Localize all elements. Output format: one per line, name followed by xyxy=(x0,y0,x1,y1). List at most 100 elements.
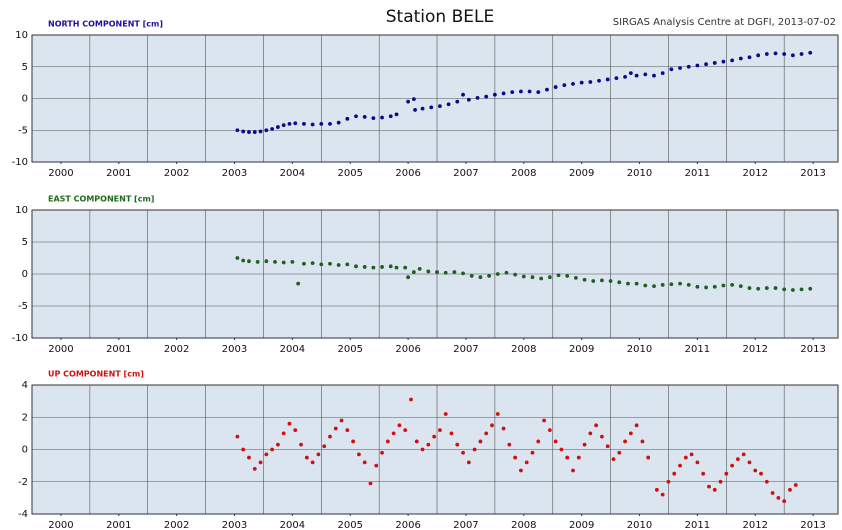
data-point xyxy=(281,431,286,436)
y-tick-label: -5 xyxy=(18,125,28,136)
data-point xyxy=(712,284,717,289)
data-point xyxy=(281,260,286,265)
data-point xyxy=(310,261,315,266)
data-point xyxy=(411,97,416,102)
data-point xyxy=(643,72,648,77)
data-point xyxy=(660,282,665,287)
x-tick-label: 2011 xyxy=(685,344,710,355)
data-point xyxy=(247,130,251,135)
data-point xyxy=(504,270,509,275)
data-point xyxy=(409,397,413,402)
data-point xyxy=(666,479,671,484)
data-point xyxy=(328,122,332,126)
data-point xyxy=(634,281,639,286)
data-point xyxy=(701,471,706,476)
data-point xyxy=(626,281,630,286)
y-tick-label: -10 xyxy=(12,157,28,168)
data-point xyxy=(432,434,437,439)
data-point xyxy=(718,479,723,484)
x-tick-label: 2011 xyxy=(685,168,710,179)
data-point xyxy=(704,285,708,290)
x-tick-label: 2009 xyxy=(569,168,594,179)
data-point xyxy=(808,50,813,55)
panel-title: NORTH COMPONENT [cm] xyxy=(48,20,163,29)
data-point xyxy=(371,116,376,121)
data-point xyxy=(388,114,393,119)
data-point xyxy=(582,442,587,447)
x-tick-label: 2004 xyxy=(280,344,305,355)
data-point xyxy=(466,460,471,465)
y-tick-label: 5 xyxy=(22,237,28,248)
data-point xyxy=(351,439,356,444)
data-point xyxy=(241,129,246,134)
data-point xyxy=(594,423,599,428)
data-point xyxy=(553,85,558,89)
data-point xyxy=(736,457,740,462)
x-tick-label: 2008 xyxy=(511,520,536,530)
data-point xyxy=(235,128,240,133)
data-point xyxy=(576,455,581,460)
y-tick-label: 10 xyxy=(15,205,28,216)
data-point xyxy=(319,122,324,126)
data-point xyxy=(478,275,483,280)
x-tick-label: 2012 xyxy=(743,344,768,355)
data-point xyxy=(357,452,361,457)
data-point xyxy=(686,64,691,69)
x-tick-label: 2001 xyxy=(106,520,131,530)
data-point xyxy=(443,412,448,416)
data-point xyxy=(695,284,700,289)
data-point xyxy=(276,125,280,129)
data-point xyxy=(747,460,752,465)
data-point xyxy=(270,447,275,452)
data-point xyxy=(469,274,474,278)
data-point xyxy=(747,286,752,290)
data-point xyxy=(623,439,627,444)
data-point xyxy=(345,428,350,433)
y-tick-label: 2 xyxy=(22,412,28,423)
data-point xyxy=(449,431,454,436)
data-point xyxy=(374,463,379,468)
data-point xyxy=(793,483,798,487)
x-tick-label: 2005 xyxy=(338,344,363,355)
x-tick-label: 2002 xyxy=(164,344,189,355)
data-point xyxy=(281,123,286,128)
data-point xyxy=(380,450,384,455)
data-point xyxy=(403,265,408,270)
data-point xyxy=(255,259,260,264)
panel-title: EAST COMPONENT [cm] xyxy=(48,195,154,204)
x-tick-label: 2012 xyxy=(743,168,768,179)
x-tick-label: 2002 xyxy=(164,520,189,530)
data-point xyxy=(466,97,471,102)
data-point xyxy=(417,266,422,271)
data-point xyxy=(247,259,251,264)
data-point xyxy=(721,283,726,288)
data-point xyxy=(782,287,787,292)
data-point xyxy=(614,76,619,81)
data-point xyxy=(759,471,763,476)
data-point xyxy=(328,261,332,266)
data-point xyxy=(600,278,604,283)
data-point xyxy=(264,452,269,457)
x-tick-label: 2003 xyxy=(222,344,247,355)
data-point xyxy=(669,282,674,287)
x-tick-label: 2003 xyxy=(222,520,247,530)
data-point xyxy=(747,55,752,60)
data-point xyxy=(565,274,570,278)
data-point xyxy=(380,115,384,120)
data-point xyxy=(707,484,711,489)
data-point xyxy=(634,73,639,78)
data-point xyxy=(406,275,410,280)
data-point xyxy=(264,259,269,264)
y-tick-label: -4 xyxy=(18,509,28,520)
data-point xyxy=(683,455,688,460)
data-point xyxy=(241,258,246,263)
data-point xyxy=(600,434,604,439)
x-tick-label: 2000 xyxy=(48,344,73,355)
data-point xyxy=(406,99,410,104)
data-point xyxy=(258,129,263,134)
data-point xyxy=(553,439,558,444)
x-tick-label: 2008 xyxy=(511,168,536,179)
data-point xyxy=(495,412,500,416)
data-point xyxy=(455,99,460,104)
data-point xyxy=(371,265,376,270)
